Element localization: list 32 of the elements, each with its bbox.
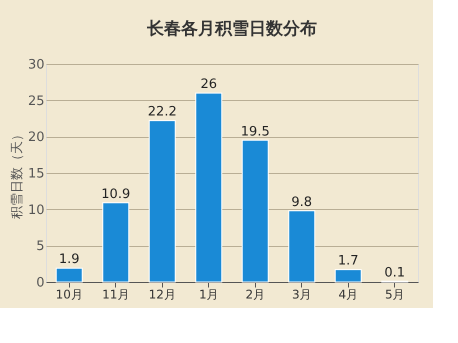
data-label: 9.8 [291,194,312,210]
data-label: 1.9 [58,252,80,268]
y-tick-label: 10 [28,202,44,218]
bar [56,268,83,282]
bar [242,140,269,282]
y-tick-label: 30 [28,58,44,72]
data-label: 19.5 [240,124,270,140]
bar [288,210,316,282]
y-tick-label: 25 [28,94,44,109]
y-axis-title: 积雪日数（天） [10,128,25,219]
x-tick-label: 4月 [338,288,358,302]
bar [102,202,130,282]
x-tick-label: 1月 [198,288,219,302]
data-label: 26 [200,77,218,92]
chart-title: 长春各月积雪日数分布 [146,19,317,39]
x-tick-label: 11月 [102,288,130,302]
x-tick-label: 5月 [384,288,405,302]
data-label: 1.7 [338,254,359,269]
x-tick-label: 3月 [292,288,312,302]
bar [148,120,176,282]
bar [195,92,222,282]
y-tick-label: 20 [28,130,44,146]
x-tick-label: 2月 [245,288,266,302]
x-tick-label: 10月 [56,288,83,302]
y-tick-label: 5 [36,239,44,254]
data-label: 0.1 [384,265,406,280]
y-tick-label: 0 [36,276,44,290]
data-label: 22.2 [148,104,177,120]
y-tick-label: 15 [28,166,44,182]
x-tick-label: 12月 [148,288,176,302]
data-label: 10.9 [101,186,130,202]
bar [334,269,362,282]
